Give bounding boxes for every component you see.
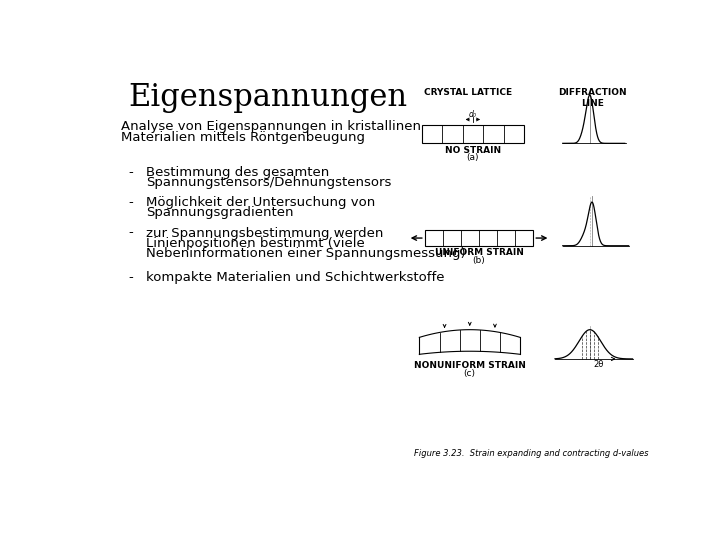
Text: UNIFORM STRAIN: UNIFORM STRAIN — [435, 248, 523, 257]
Text: Spannungstensors/Dehnungstensors: Spannungstensors/Dehnungstensors — [145, 177, 391, 190]
Text: Figure 3.23.  Strain expanding and contracting d-values: Figure 3.23. Strain expanding and contra… — [414, 449, 649, 457]
Text: NONUNIFORM STRAIN: NONUNIFORM STRAIN — [414, 361, 526, 370]
Text: (b): (b) — [472, 256, 485, 265]
Text: Spannungsgradienten: Spannungsgradienten — [145, 206, 293, 219]
Text: Eigenspannungen: Eigenspannungen — [129, 82, 408, 113]
Bar — [425, 231, 534, 246]
Text: NO STRAIN: NO STRAIN — [445, 146, 501, 154]
Text: (c): (c) — [464, 369, 476, 378]
Text: 2θ: 2θ — [593, 361, 603, 369]
Text: -: - — [129, 271, 133, 284]
Text: DIFFRACTION
LINE: DIFFRACTION LINE — [558, 88, 626, 108]
Text: (a): (a) — [467, 153, 479, 163]
Text: kompakte Materialien und Schichtwerkstoffe: kompakte Materialien und Schichtwerkstof… — [145, 271, 444, 284]
Text: Möglichkeit der Untersuchung von: Möglichkeit der Untersuchung von — [145, 195, 375, 208]
Text: d₀: d₀ — [469, 110, 477, 119]
Text: CRYSTAL LATTICE: CRYSTAL LATTICE — [424, 88, 512, 97]
Text: -: - — [129, 226, 133, 240]
Text: Linienpositionen bestimmt (viele: Linienpositionen bestimmt (viele — [145, 237, 364, 249]
Text: Materialien mittels Röntgenbeugung: Materialien mittels Röntgenbeugung — [121, 131, 365, 144]
Text: -: - — [129, 166, 133, 179]
Text: Analyse von Eigenspannungen in kristallinen: Analyse von Eigenspannungen in kristalli… — [121, 120, 421, 133]
Text: Nebeninformationen einer Spannungsmessung): Nebeninformationen einer Spannungsmessun… — [145, 247, 465, 260]
Bar — [422, 125, 524, 143]
Text: -: - — [129, 195, 133, 208]
Text: zur Spannungsbestimmung werden: zur Spannungsbestimmung werden — [145, 226, 383, 240]
Text: Bestimmung des gesamten: Bestimmung des gesamten — [145, 166, 329, 179]
